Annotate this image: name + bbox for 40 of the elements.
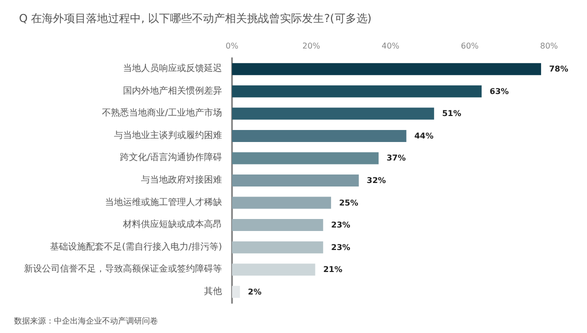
x-tick-label: 60% (460, 42, 480, 50)
bar (232, 219, 324, 232)
data-label: 44% (414, 131, 434, 140)
y-tick-label: 与当地业主谈判或履约困难 (114, 130, 222, 141)
data-label: 51% (442, 109, 462, 118)
y-tick-label: 基础设施配套不足(需自行接入电力/排污等) (50, 241, 222, 252)
data-label: 32% (366, 176, 386, 185)
bar (232, 286, 240, 298)
x-tick-label: 40% (382, 42, 400, 50)
y-tick-label: 国内外地产相关惯例差异 (123, 85, 222, 96)
y-tick-label: 跨文化/语言沟通协作障碍 (120, 152, 222, 164)
bar (232, 174, 359, 186)
data-label: 2% (248, 287, 262, 296)
bar (232, 63, 542, 76)
data-label: 37% (386, 154, 406, 163)
bar (232, 241, 324, 254)
bar (232, 152, 379, 164)
data-label: 78% (549, 64, 568, 74)
bar (232, 196, 332, 209)
y-tick-label: 材料供应短缺或成本高昂 (122, 219, 222, 230)
y-tick-label: 不熟悉当地商业/工业地产市场 (102, 108, 222, 119)
y-tick-label: 与当地政府对接困难 (141, 174, 222, 186)
bar (232, 264, 316, 276)
data-label: 23% (331, 242, 350, 252)
data-label: 63% (490, 86, 509, 96)
y-tick-label: 当地运维或施工管理人才稀缺 (105, 196, 222, 208)
bar (232, 130, 406, 142)
data-label: 23% (331, 220, 350, 230)
source-note: 数据来源：中企出海企业不动产调研问卷 (14, 316, 158, 326)
y-tick-label: 新设公司信誉不足，导致高额保证金或签约障碍等 (24, 264, 222, 275)
data-label: 25% (339, 198, 358, 208)
x-tick-label: 80% (540, 42, 558, 50)
data-label: 21% (323, 265, 342, 274)
x-tick-label: 20% (302, 42, 321, 50)
y-tick-label: 当地人员响应或反馈延迟 (123, 63, 222, 74)
y-tick-label: 其他 (204, 286, 222, 297)
bar (232, 85, 482, 98)
bar (232, 108, 434, 120)
chart-title: Q 在海外项目落地过程中, 以下哪些不动产相关挑战曾实际发生?(可多选) (19, 12, 372, 25)
x-tick-label: 0% (226, 42, 239, 50)
